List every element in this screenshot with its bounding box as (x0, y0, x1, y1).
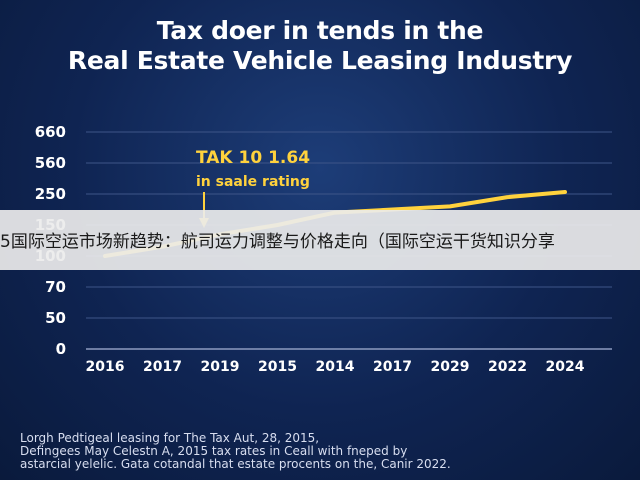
x-tick-label: 2024 (546, 359, 585, 375)
x-tick-label: 2016 (86, 359, 125, 375)
annotation-title: TAK 10 1.64 (196, 148, 310, 168)
x-tick-label: 2019 (201, 359, 240, 375)
y-tick-label: 50 (45, 309, 66, 327)
x-tick-label: 2015 (258, 359, 297, 375)
x-tick-label: 2029 (431, 359, 470, 375)
footnote-line-2: Defingees May Celestn A, 2015 tax rates … (20, 444, 408, 458)
x-tick-label: 2017 (373, 359, 412, 375)
x-tick-label: 2017 (143, 359, 182, 375)
y-tick-label: 70 (45, 278, 66, 296)
x-axis-ticks: 2016 2017 2019 2015 2014 2017 2029 2022 2024 (86, 359, 585, 375)
caption-overlay-banner: 5国际空运市场新趋势：航司运力调整与价格走向（国际空运干货知识分享 (0, 210, 640, 270)
x-tick-label: 2022 (488, 359, 527, 375)
annotation: TAK 10 1.64 in saale rating (196, 148, 310, 228)
y-tick-label: 660 (35, 123, 66, 141)
y-tick-label: 560 (35, 154, 66, 172)
y-tick-label: 0 (56, 340, 66, 358)
chart-title-line-1: Tax doer in tends in the (156, 16, 484, 45)
caption-overlay-text: 5国际空运市场新趋势：航司运力调整与价格走向（国际空运干货知识分享 (0, 232, 555, 252)
footnote-line-3: astarcial yelelic. Gata cotandal that es… (20, 457, 451, 471)
annotation-subtitle: in saale rating (196, 174, 310, 190)
footnote-line-1: Lorgh Pedtigeal leasing for The Tax Aut,… (20, 431, 320, 445)
y-tick-label: 250 (35, 185, 66, 203)
x-tick-label: 2014 (316, 359, 355, 375)
chart-title-line-2: Real Estate Vehicle Leasing Industry (67, 46, 573, 75)
